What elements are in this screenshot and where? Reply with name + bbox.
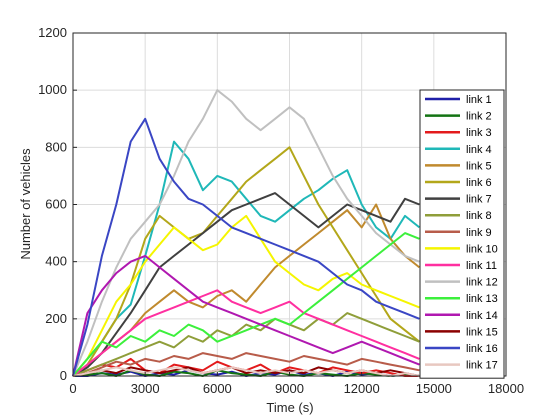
legend-label: link 7 — [466, 194, 492, 206]
y-tick-label: 1200 — [38, 25, 67, 40]
legend-label: link 2 — [466, 111, 492, 123]
series-line-14 — [72, 254, 420, 377]
y-tick-label: 400 — [45, 254, 67, 269]
x-tick-label: 12000 — [344, 381, 380, 396]
series-line-13 — [72, 232, 420, 377]
y-tick-label: 800 — [45, 139, 67, 154]
legend-label: link 3 — [466, 127, 492, 139]
legend-label: link 15 — [466, 326, 498, 338]
legend-label: link 14 — [466, 310, 498, 322]
series-line-16 — [72, 117, 420, 377]
x-axis-label: Time (s) — [266, 400, 313, 415]
legend-label: link 17 — [466, 360, 498, 372]
y-tick-label: 1000 — [38, 82, 67, 97]
legend-label: link 12 — [466, 277, 498, 289]
legend-label: link 16 — [466, 343, 498, 355]
x-axis-ticks: 0 3000 6000 9000 12000 15000 18000 — [69, 372, 524, 396]
series-line-10 — [72, 214, 420, 377]
y-tick-label: 600 — [45, 197, 67, 212]
legend-label: link 13 — [466, 293, 498, 305]
series-line-11 — [72, 289, 420, 377]
legend-label: link 10 — [466, 243, 498, 255]
series-line-9 — [72, 352, 420, 377]
legend: link 1 link 2 link 3 link 4 link 5 link 6 link… — [419, 89, 505, 379]
x-tick-label: 15000 — [416, 381, 452, 396]
x-tick-label: 9000 — [275, 381, 304, 396]
legend-label: link 9 — [466, 227, 492, 239]
series-line-17 — [72, 366, 420, 377]
legend-label: link 6 — [466, 177, 492, 189]
series-line-12 — [72, 89, 420, 377]
legend-label: link 4 — [466, 144, 492, 156]
y-tick-label: 200 — [45, 311, 67, 326]
y-axis-label: Number of vehicles — [18, 148, 33, 260]
series-line-8 — [72, 312, 420, 377]
series-line-4 — [72, 140, 421, 377]
x-tick-label: 6000 — [203, 381, 232, 396]
legend-label: link 5 — [466, 160, 492, 172]
series-line-7 — [72, 192, 420, 377]
legend-label: link 1 — [466, 94, 492, 106]
y-tick-label: 0 — [60, 368, 67, 383]
x-tick-label: 3000 — [131, 381, 160, 396]
y-axis-ticks: 0 200 400 600 800 1000 1200 — [38, 25, 77, 383]
x-tick-label: 0 — [69, 381, 76, 396]
x-tick-label: 18000 — [488, 381, 524, 396]
legend-label: link 11 — [466, 260, 497, 272]
legend-label: link 8 — [466, 210, 492, 222]
